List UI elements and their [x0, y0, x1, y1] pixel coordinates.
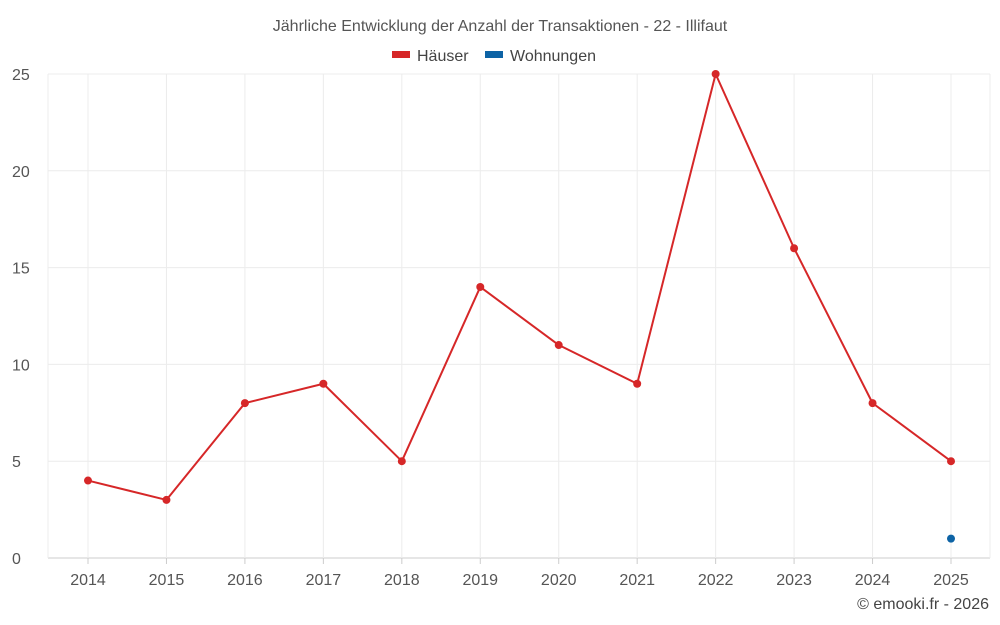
data-point-haeuser[interactable] [84, 476, 92, 485]
y-tick-label: 10 [12, 357, 30, 374]
data-point-haeuser[interactable] [711, 70, 720, 78]
data-point-haeuser[interactable] [240, 399, 249, 408]
legend-label-haeuser[interactable]: Häuser [417, 48, 469, 65]
x-tick-label: 2023 [776, 572, 812, 589]
x-tick-label: 2019 [462, 572, 498, 589]
chart-title: Jährliche Entwicklung der Anzahl der Tra… [273, 18, 728, 35]
data-point-haeuser[interactable] [162, 495, 171, 504]
y-tick-label: 0 [12, 551, 21, 568]
legend-label-wohnungen[interactable]: Wohnungen [510, 48, 596, 65]
x-tick-label: 2021 [619, 572, 655, 589]
x-tick-label: 2018 [384, 572, 420, 589]
data-point-wohnungen[interactable] [947, 534, 955, 543]
y-axis-ticks: 0 5 10 15 20 25 [12, 67, 30, 568]
x-tick-label: 2016 [227, 572, 263, 589]
x-tick-label: 2015 [149, 572, 185, 589]
legend-swatch-haeuser [392, 51, 410, 58]
data-point-haeuser[interactable] [868, 399, 877, 408]
data-point-haeuser[interactable] [633, 379, 642, 388]
x-tick-label: 2014 [70, 572, 106, 589]
y-tick-label: 25 [12, 67, 30, 84]
series [84, 70, 955, 543]
data-point-haeuser[interactable] [397, 457, 406, 466]
y-tick-label: 20 [12, 164, 30, 181]
data-point-haeuser[interactable] [947, 457, 955, 466]
x-tick-label: 2020 [541, 572, 577, 589]
grid [47, 73, 991, 564]
data-point-haeuser[interactable] [554, 341, 563, 350]
legend: Häuser Wohnungen [392, 48, 596, 65]
legend-swatch-wohnungen [485, 51, 503, 58]
x-tick-label: 2022 [698, 572, 734, 589]
data-point-haeuser[interactable] [790, 244, 799, 253]
series-line-haeuser [87, 73, 952, 501]
x-tick-label: 2024 [855, 572, 891, 589]
x-tick-label: 2025 [933, 572, 969, 589]
data-point-haeuser[interactable] [476, 282, 485, 291]
data-point-haeuser[interactable] [319, 379, 328, 388]
y-tick-label: 5 [12, 454, 21, 471]
y-tick-label: 15 [12, 261, 30, 278]
x-axis-ticks: 2014 2015 2016 2017 2018 2019 2020 2021 2022 2023… [70, 572, 969, 589]
credit-text: © emooki.fr - 2026 [857, 596, 989, 613]
x-tick-label: 2017 [306, 572, 342, 589]
